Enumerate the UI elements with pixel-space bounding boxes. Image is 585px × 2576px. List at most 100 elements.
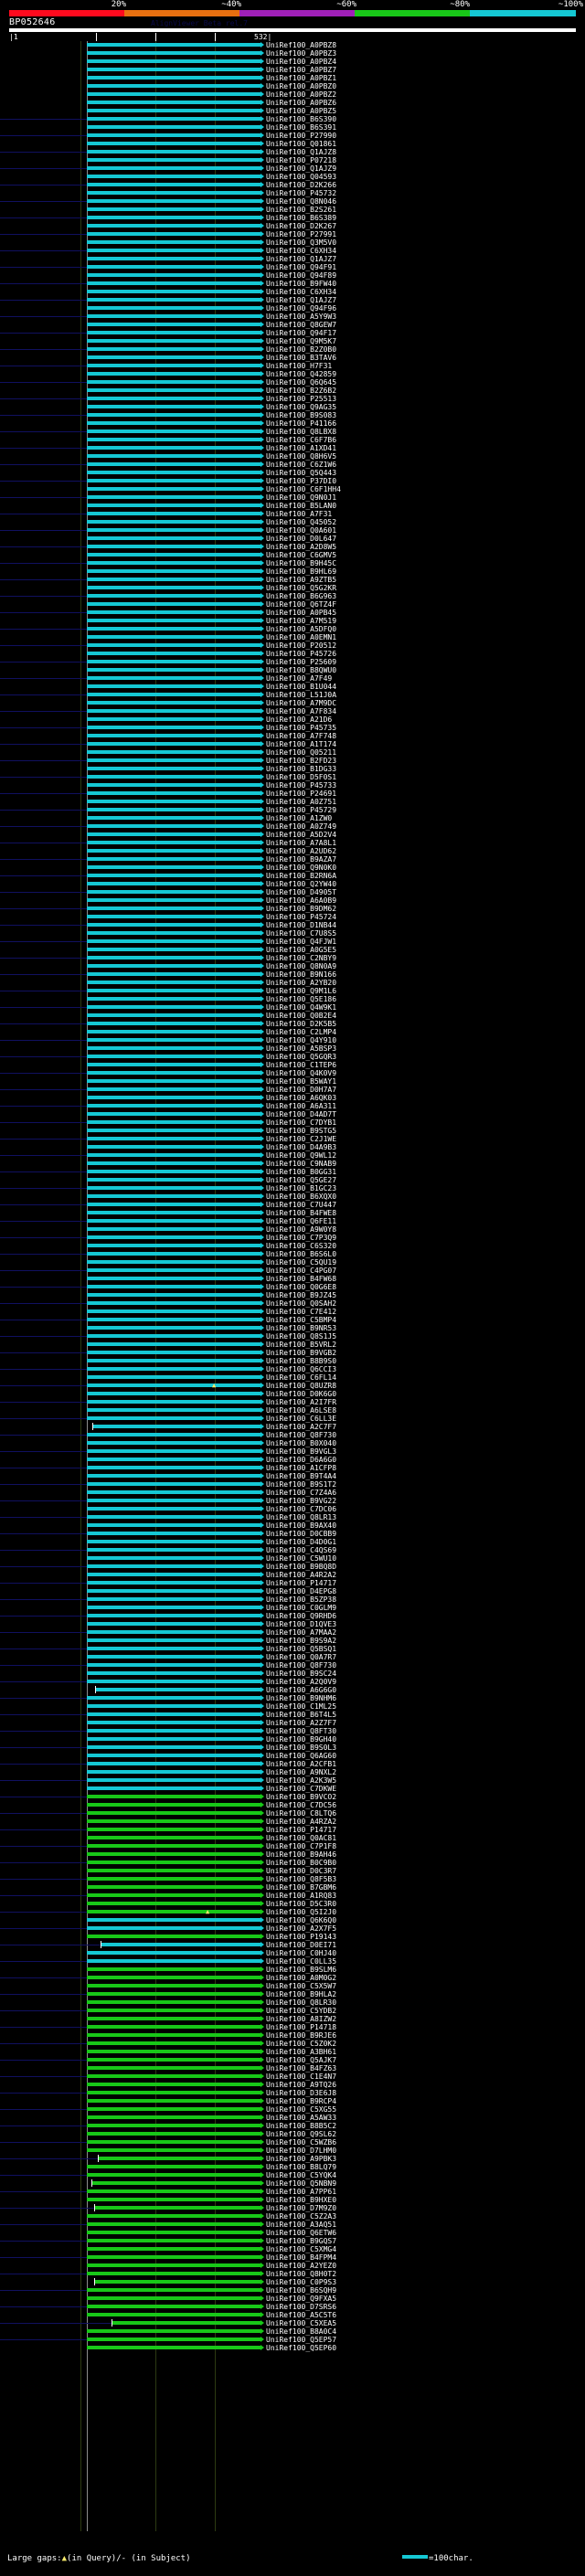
alignment-row[interactable]: UniRef100_C4PG07 [0, 1267, 585, 1275]
hsp-bar[interactable] [87, 1079, 261, 1083]
hsp-bar[interactable] [87, 602, 261, 606]
alignment-row[interactable]: UniRef100_A0PBZ6 [0, 99, 585, 107]
alignment-row[interactable]: UniRef100_A7M9DC [0, 699, 585, 707]
hsp-bar[interactable] [87, 1614, 261, 1617]
alignment-row[interactable]: UniRef100_Q5E186 [0, 995, 585, 1003]
hsp-bar[interactable] [87, 1392, 261, 1395]
alignment-row[interactable]: UniRef100_A9W0Y8 [0, 1225, 585, 1234]
hsp-bar[interactable] [87, 281, 261, 285]
alignment-row[interactable]: UniRef100_A1CFP8 [0, 1464, 585, 1472]
alignment-row[interactable]: UniRef100_D7LHM0 [0, 2147, 585, 2155]
alignment-row[interactable]: UniRef100_Q8FT30 [0, 1727, 585, 1735]
hit-label[interactable]: UniRef100_B6S390 [266, 115, 337, 123]
hit-label[interactable]: UniRef100_C1ML25 [266, 1702, 337, 1711]
alignment-row[interactable]: UniRef100_B9SLM6 [0, 1966, 585, 1974]
hsp-bar[interactable] [87, 2231, 261, 2234]
hsp-bar[interactable] [87, 471, 261, 474]
hit-label[interactable]: UniRef100_D4EPG8 [266, 1587, 337, 1595]
hit-label[interactable]: UniRef100_B9NR53 [266, 1324, 337, 1332]
alignment-row[interactable]: UniRef100_P45735 [0, 724, 585, 732]
alignment-row[interactable]: UniRef100_Q9SL62 [0, 2130, 585, 2138]
hit-label[interactable]: UniRef100_C7P1F8 [266, 1842, 337, 1850]
hsp-bar[interactable] [87, 964, 261, 968]
hit-label[interactable]: UniRef100_B8B5C2 [266, 2122, 337, 2130]
alignment-row[interactable]: UniRef100_C7DC06 [0, 1505, 585, 1513]
alignment-row[interactable]: UniRef100_C6XH34 [0, 247, 585, 255]
hit-label[interactable]: UniRef100_A3BH61 [266, 2048, 337, 2056]
hit-label[interactable]: UniRef100_A1RQ83 [266, 1892, 337, 1900]
alignment-row[interactable]: UniRef100_A2CFB1 [0, 1760, 585, 1768]
alignment-row[interactable]: UniRef100_D2K266 [0, 181, 585, 189]
hit-label[interactable]: UniRef100_Q9N0J1 [266, 493, 337, 502]
alignment-row[interactable]: UniRef100_B2Z0B0 [0, 345, 585, 354]
hsp-bar[interactable] [101, 1943, 261, 1946]
hit-label[interactable]: UniRef100_B2FD23 [266, 757, 337, 765]
alignment-row[interactable]: UniRef100_C7DC56 [0, 1801, 585, 1809]
alignment-row[interactable]: UniRef100_A2D8W5 [0, 543, 585, 551]
alignment-row[interactable]: UniRef100_Q4W9K1 [0, 1003, 585, 1012]
hsp-bar[interactable] [87, 388, 261, 392]
hit-label[interactable]: UniRef100_C0GLM9 [266, 1604, 337, 1612]
hit-label[interactable]: UniRef100_A0PBZ1 [266, 74, 337, 82]
hit-label[interactable]: UniRef100_P25609 [266, 658, 337, 666]
alignment-row[interactable]: UniRef100_B9VCO2 [0, 1793, 585, 1801]
hit-label[interactable]: UniRef100_C9NAB9 [266, 1160, 337, 1168]
hsp-bar[interactable] [87, 750, 261, 754]
hsp-bar[interactable] [87, 290, 261, 293]
hsp-bar[interactable] [87, 635, 261, 639]
hsp-bar[interactable] [87, 1910, 261, 1913]
alignment-row[interactable]: UniRef100_A7MAA2 [0, 1628, 585, 1637]
hit-label[interactable]: UniRef100_P20512 [266, 641, 337, 650]
hit-label[interactable]: UniRef100_Q8H6V5 [266, 452, 337, 461]
hsp-bar[interactable] [87, 652, 261, 655]
hit-label[interactable]: UniRef100_B9S0L3 [266, 1744, 337, 1752]
hit-label[interactable]: UniRef100_C6F1HH4 [266, 485, 341, 493]
hsp-bar[interactable] [87, 2124, 261, 2127]
hit-label[interactable]: UniRef100_B9HLA2 [266, 1990, 337, 1998]
hit-label[interactable]: UniRef100_A7F31 [266, 510, 333, 518]
hsp-bar[interactable] [87, 832, 261, 836]
hit-label[interactable]: UniRef100_A3AQ51 [266, 2221, 337, 2229]
hsp-bar[interactable] [87, 1811, 261, 1815]
hit-label[interactable]: UniRef100_C2LMP4 [266, 1028, 337, 1036]
hsp-bar[interactable] [87, 660, 261, 663]
hit-label[interactable]: UniRef100_D7LHM0 [266, 2147, 337, 2155]
hsp-bar[interactable] [87, 1013, 261, 1017]
hit-label[interactable]: UniRef100_Q8N0A9 [266, 962, 337, 970]
hit-label[interactable]: UniRef100_D4AD7T [266, 1110, 337, 1118]
hsp-bar[interactable] [87, 1606, 261, 1609]
alignment-row[interactable]: UniRef100_A5DFQ0 [0, 625, 585, 633]
alignment-row[interactable]: UniRef100_C5WZB6 [0, 2138, 585, 2147]
hit-label[interactable]: UniRef100_A6A0B9 [266, 896, 337, 905]
hsp-bar[interactable] [87, 216, 261, 219]
hsp-bar[interactable] [87, 1844, 261, 1848]
hsp-bar[interactable] [87, 1992, 261, 1996]
hit-label[interactable]: UniRef100_B9SC24 [266, 1670, 337, 1678]
alignment-row[interactable]: UniRef100_C7Z4A6 [0, 1489, 585, 1497]
alignment-row[interactable]: UniRef100_C6Z1W6 [0, 461, 585, 469]
hsp-bar[interactable] [87, 150, 261, 154]
hsp-bar[interactable] [87, 1219, 261, 1223]
alignment-row[interactable]: UniRef100_A7M519 [0, 617, 585, 625]
hsp-bar[interactable] [87, 981, 261, 984]
alignment-row[interactable]: UniRef100_P45733 [0, 781, 585, 790]
hit-label[interactable]: UniRef100_A6A311 [266, 1102, 337, 1110]
hsp-bar[interactable] [87, 438, 261, 441]
hit-label[interactable]: UniRef100_Q4K0V9 [266, 1069, 337, 1077]
hit-label[interactable]: UniRef100_A0PBZ6 [266, 99, 337, 107]
alignment-row[interactable]: UniRef100_C0HJ40 [0, 1949, 585, 1957]
hit-label[interactable]: UniRef100_B9VGB2 [266, 1349, 337, 1357]
hsp-bar[interactable] [87, 429, 261, 433]
alignment-row[interactable]: UniRef100_P14717 [0, 1826, 585, 1834]
hit-label[interactable]: UniRef100_B9AZA7 [266, 855, 337, 864]
hit-label[interactable]: UniRef100_A9ZTB5 [266, 576, 337, 584]
hsp-bar[interactable] [87, 1211, 261, 1214]
hsp-bar[interactable] [87, 1795, 261, 1798]
hsp-bar[interactable] [87, 2247, 261, 2251]
alignment-row[interactable]: UniRef100_A6QK03 [0, 1094, 585, 1102]
alignment-row[interactable]: UniRef100_C1E4N7 [0, 2072, 585, 2081]
hit-label[interactable]: UniRef100_Q9AG35 [266, 403, 337, 411]
alignment-row[interactable]: UniRef100_Q6AG60 [0, 1752, 585, 1760]
hsp-bar[interactable] [87, 767, 261, 770]
hit-label[interactable]: UniRef100_C6XH34 [266, 288, 337, 296]
